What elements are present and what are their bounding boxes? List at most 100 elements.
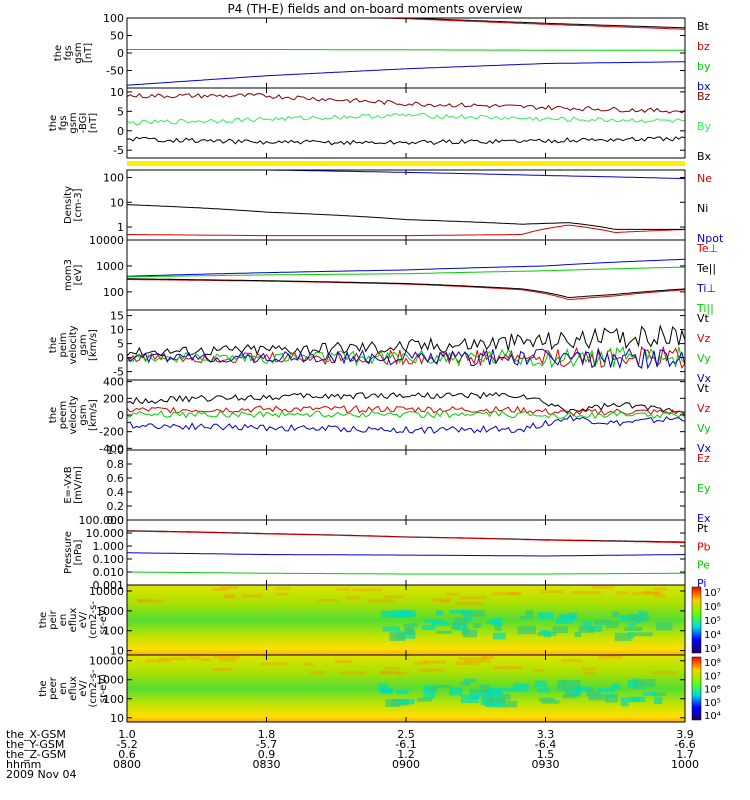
y-tick-label: 0.100: [93, 553, 125, 566]
y-axis-label-line: en: [58, 614, 69, 627]
heatmap-cell: [558, 614, 577, 621]
legend-label: bz: [697, 40, 710, 53]
heatmap-cell: [494, 622, 502, 631]
y-axis-label-line: Density: [63, 186, 74, 224]
heatmap-cell: [187, 656, 201, 660]
y-tick-label: 0.2: [107, 500, 125, 513]
heatmap-cell: [586, 690, 602, 697]
heatmap-cell: [479, 684, 491, 693]
heatmap-cell: [493, 666, 522, 670]
y-axis-label: E=-VxB [mV/m]: [63, 466, 84, 504]
heatmap-cell: [460, 682, 470, 686]
heatmap-cell: [570, 688, 581, 697]
y-axis-label-line: [mV/m]: [73, 466, 84, 504]
y-axis-label: the peir en eflux eV/(cm2-s-sr-eV): [38, 601, 109, 639]
series-line-Vx: [126, 347, 686, 370]
heatmap-cell: [654, 594, 666, 598]
x-axis-value: 1.5: [537, 748, 555, 761]
date-label: 2009 Nov 04: [6, 768, 76, 781]
series-line-Vx: [126, 414, 686, 434]
y-tick-label: 0: [117, 409, 124, 422]
heatmap-cell: [137, 599, 164, 603]
heatmap-cell: [367, 599, 395, 603]
heatmap-cell: [405, 628, 415, 635]
y-axis-label-line: (cm2-s-: [88, 601, 99, 639]
heatmap-cell: [653, 587, 668, 591]
series-line-Te⊥: [127, 279, 686, 301]
heatmap-cell: [540, 590, 565, 594]
y-axis-label-line: the: [48, 115, 59, 131]
heatmap-cell: [439, 599, 450, 603]
heatmap-cell: [398, 699, 415, 705]
y-tick-label: 100: [103, 171, 124, 184]
y-tick-label: -5: [113, 366, 124, 379]
y-axis-label: Pressure [nPa]: [63, 531, 84, 574]
heatmap-cell: [224, 595, 236, 599]
y-tick-label: 10: [110, 196, 124, 209]
y-tick-label: 10: [110, 645, 124, 658]
legend-label: Pt: [697, 522, 709, 535]
y-tick-label: 1.000: [93, 540, 125, 553]
heatmap-cell: [446, 592, 459, 596]
heatmap-cell: [525, 610, 534, 616]
legend-label: Vz: [697, 332, 711, 345]
heatmap-cell: [339, 671, 367, 675]
y-axis-label-line: the: [53, 45, 64, 61]
heatmap-cell: [552, 626, 568, 634]
y-axis-label-line: peer: [48, 676, 59, 700]
heatmap-cell: [587, 625, 603, 632]
heatmap-cell: [462, 629, 478, 638]
x-axis-value: -6.6: [674, 738, 695, 751]
heatmap-cell: [606, 621, 619, 629]
heatmap-cell: [484, 700, 502, 707]
y-axis-label-line: [eV]: [73, 265, 84, 286]
colorbar-label: 10³: [704, 644, 721, 655]
colorbar-label: 10⁶: [704, 602, 721, 613]
heatmap-cell: [212, 667, 232, 671]
heatmap-cell: [608, 694, 616, 698]
y-tick-label: 1000: [96, 605, 124, 618]
x-axis-value: 1.2: [397, 748, 415, 761]
y-axis-label-line: gsm: [78, 334, 89, 355]
heatmap-cell: [403, 623, 413, 632]
heatmap-cell: [620, 697, 629, 707]
heatmap-cell: [378, 683, 388, 692]
heatmap-cell: [581, 667, 596, 671]
y-axis-label-line: [nT]: [83, 43, 94, 63]
heatmap-cell: [557, 679, 566, 688]
heatmap-cell: [383, 595, 404, 599]
heatmap-cell: [619, 614, 637, 622]
y-axis-label: the fgs gsm -BGI [nT]: [48, 112, 99, 133]
heatmap-cell: [455, 661, 479, 665]
y-axis-label-line: eV/: [78, 611, 89, 628]
legend-label: Npot: [697, 232, 724, 245]
heatmap-cell: [655, 622, 673, 631]
y-axis-label: the peim velocity gsm [km/s]: [48, 325, 99, 364]
series-line-Vy: [126, 345, 686, 369]
heatmap-cell: [421, 625, 436, 631]
x-axis-value: 1.0: [118, 728, 136, 741]
heatmap-cell: [650, 692, 667, 697]
heatmap-cell: [469, 690, 482, 700]
x-axis-value: 0830: [253, 758, 281, 771]
heatmap-cell: [584, 671, 595, 675]
heatmap-cell: [513, 683, 529, 692]
legend-label: Vx: [697, 442, 712, 455]
heatmap-cell: [411, 622, 419, 628]
heatmap-cell: [302, 662, 314, 666]
heatmap-cell: [508, 592, 522, 596]
heatmap-cell: [428, 687, 437, 692]
y-axis-label-line: -BGI: [78, 113, 89, 134]
series-line-Vt: [126, 391, 686, 415]
heatmap-cell: [642, 590, 663, 594]
heatmap-cell: [624, 627, 643, 631]
heatmap-cell: [502, 701, 518, 708]
status-bar: [127, 161, 685, 166]
y-axis-label-line: gsm: [68, 112, 79, 133]
y-axis-label-line: fgs: [58, 115, 69, 130]
y-axis-label-line: mom3: [63, 259, 74, 291]
x-axis-value: 2.5: [397, 728, 415, 741]
heatmap-cell: [491, 617, 503, 626]
legend-label: Pe: [697, 559, 710, 572]
